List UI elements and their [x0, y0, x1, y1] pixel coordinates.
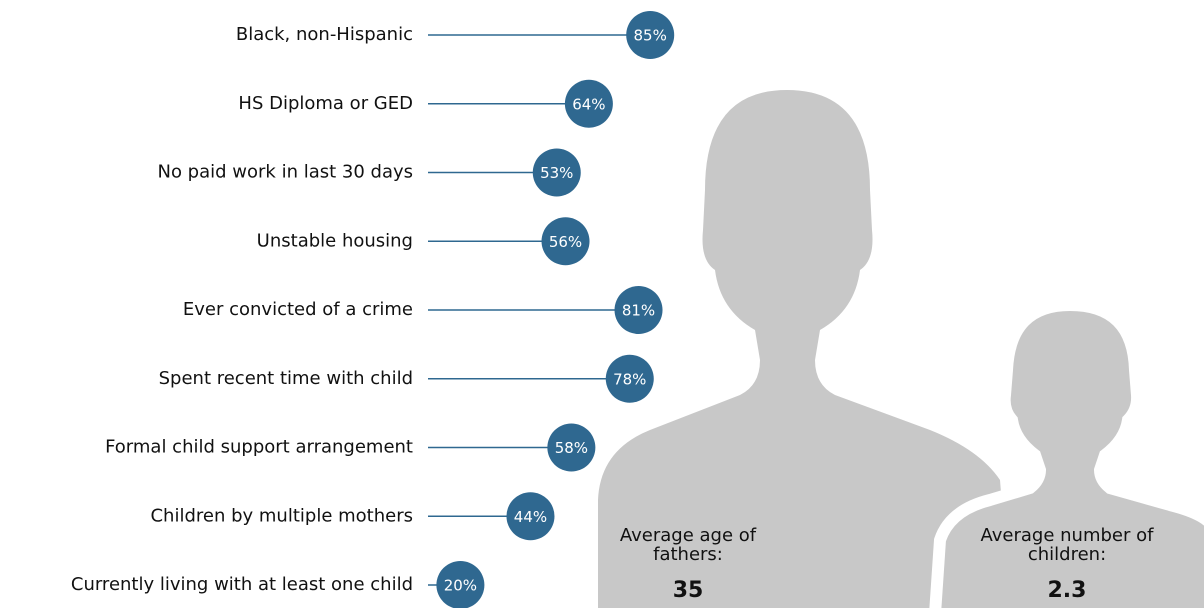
annotation-value: 2.3	[1047, 578, 1087, 603]
annotation-label: Average number of children:	[980, 525, 1154, 565]
value-label: 58%	[555, 439, 588, 457]
category-label: Children by multiple mothers	[150, 505, 413, 526]
value-label: 53%	[540, 164, 573, 182]
dot	[614, 286, 663, 334]
category-label: Formal child support arrangement	[105, 437, 413, 458]
dot	[532, 148, 581, 197]
annotation-value: 35	[672, 578, 704, 603]
value-label: 20%	[444, 577, 477, 595]
category-label: Ever convicted of a crime	[183, 299, 413, 320]
annotation-label: Average age of fathers:	[619, 525, 757, 565]
dot	[541, 217, 590, 266]
dot	[564, 79, 613, 128]
value-label: 64%	[572, 95, 605, 113]
dot	[547, 423, 596, 472]
child-silhouette	[929, 298, 1204, 608]
father-silhouette	[598, 90, 1010, 608]
value-label: 44%	[514, 508, 547, 526]
category-label: No paid work in last 30 days	[157, 162, 413, 183]
dot	[506, 492, 555, 541]
category-label: HS Diploma or GED	[238, 93, 413, 114]
category-label: Currently living with at least one child	[71, 574, 413, 595]
value-label: 85%	[634, 27, 667, 45]
value-label: 56%	[549, 233, 582, 251]
value-label: 81%	[622, 302, 655, 320]
category-label: Spent recent time with child	[159, 368, 413, 389]
dot	[605, 354, 654, 403]
category-label: Black, non-Hispanic	[236, 24, 413, 45]
dot	[436, 561, 485, 608]
category-label: Unstable housing	[257, 230, 413, 251]
dot	[626, 11, 675, 59]
value-label: 78%	[613, 370, 646, 388]
